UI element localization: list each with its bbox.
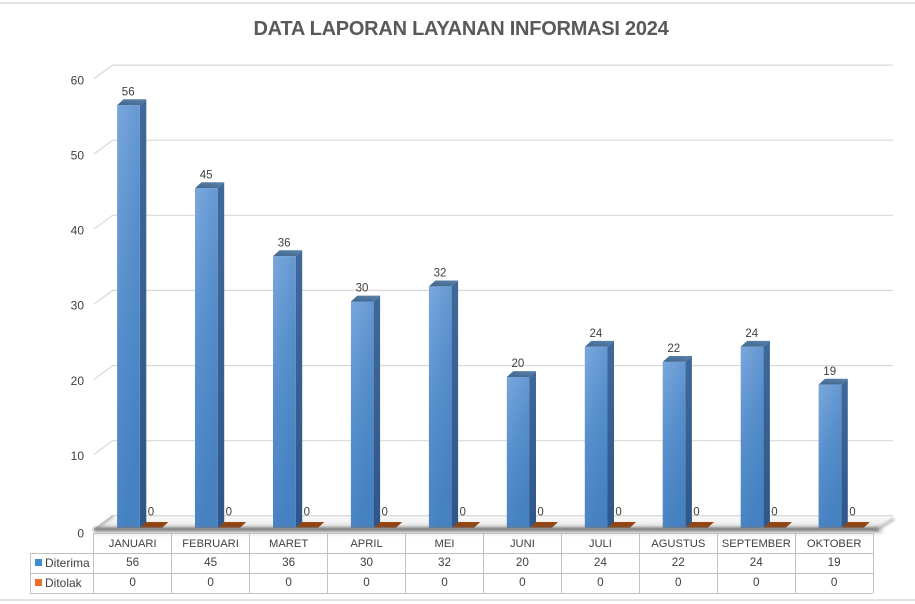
- svg-text:30: 30: [356, 283, 369, 295]
- svg-text:0: 0: [849, 507, 855, 519]
- svg-text:10: 10: [71, 449, 85, 463]
- svg-text:20: 20: [71, 374, 85, 388]
- svg-text:0: 0: [77, 527, 84, 541]
- svg-text:0: 0: [148, 507, 154, 519]
- svg-text:0: 0: [771, 507, 777, 519]
- svg-text:56: 56: [122, 86, 135, 98]
- svg-text:20: 20: [512, 358, 525, 370]
- svg-text:45: 45: [200, 169, 213, 181]
- svg-text:50: 50: [71, 148, 85, 162]
- svg-text:24: 24: [590, 328, 603, 340]
- svg-text:22: 22: [667, 343, 680, 355]
- svg-text:36: 36: [278, 237, 291, 249]
- svg-text:0: 0: [693, 507, 699, 519]
- svg-text:32: 32: [434, 268, 447, 280]
- svg-text:24: 24: [745, 328, 758, 340]
- svg-text:19: 19: [823, 366, 836, 378]
- svg-text:60: 60: [71, 73, 85, 87]
- svg-text:40: 40: [71, 224, 85, 238]
- svg-text:0: 0: [226, 507, 232, 519]
- svg-text:0: 0: [381, 507, 387, 519]
- svg-text:0: 0: [537, 507, 543, 519]
- svg-text:30: 30: [71, 299, 85, 313]
- svg-text:0: 0: [459, 507, 465, 519]
- svg-text:0: 0: [304, 507, 310, 519]
- svg-text:0: 0: [615, 507, 621, 519]
